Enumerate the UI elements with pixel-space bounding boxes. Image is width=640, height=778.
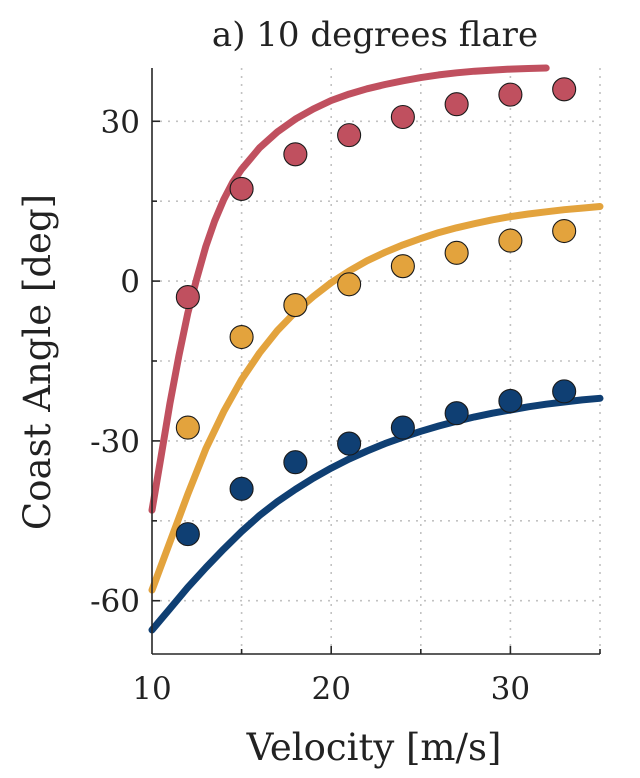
series-1-point — [229, 176, 254, 201]
series-2-point — [498, 228, 523, 253]
grid — [152, 68, 601, 654]
x-tick-label: 20 — [311, 671, 350, 707]
y-tick-label: -30 — [90, 424, 140, 460]
series-2-point — [444, 240, 469, 265]
series-2-point — [229, 324, 254, 350]
series-2-point — [390, 254, 415, 279]
y-axis-label: Coast Angle [deg] — [16, 194, 59, 530]
y-tick-label: 0 — [120, 264, 140, 300]
series-layer — [148, 64, 604, 634]
axes — [151, 68, 601, 655]
series-1-point — [283, 142, 308, 167]
series-1-point — [498, 82, 523, 107]
x-axis-label: Velocity [m/s] — [246, 726, 502, 769]
series-1-point — [175, 285, 200, 310]
series-3-point — [229, 476, 254, 501]
x-tick-label: 30 — [491, 671, 530, 707]
y-tick-label: 30 — [101, 104, 140, 140]
series-2-point — [552, 218, 577, 244]
series-3-point — [175, 522, 200, 547]
x-tick-label: 10 — [132, 671, 171, 707]
series-1-point — [552, 77, 577, 102]
series-3-point — [444, 401, 469, 426]
y-tick-label: -60 — [90, 584, 140, 620]
series-2-point — [283, 293, 308, 318]
series-3-point — [283, 450, 308, 475]
series-3-line — [148, 394, 604, 634]
series-2-line — [148, 203, 604, 594]
series-3-point — [390, 415, 415, 440]
series-3-point — [552, 379, 577, 404]
series-3-point — [337, 431, 362, 456]
tick-labels: 10 20 30 -60 -30 0 30 — [90, 104, 530, 707]
series-2-point — [337, 272, 362, 297]
series-3-point — [498, 388, 523, 414]
chart-title: a) 10 degrees flare — [212, 15, 538, 55]
series-2-point — [175, 415, 200, 440]
series-1-point — [337, 123, 362, 148]
series-1-point — [390, 104, 415, 130]
series-1-point — [444, 92, 469, 117]
